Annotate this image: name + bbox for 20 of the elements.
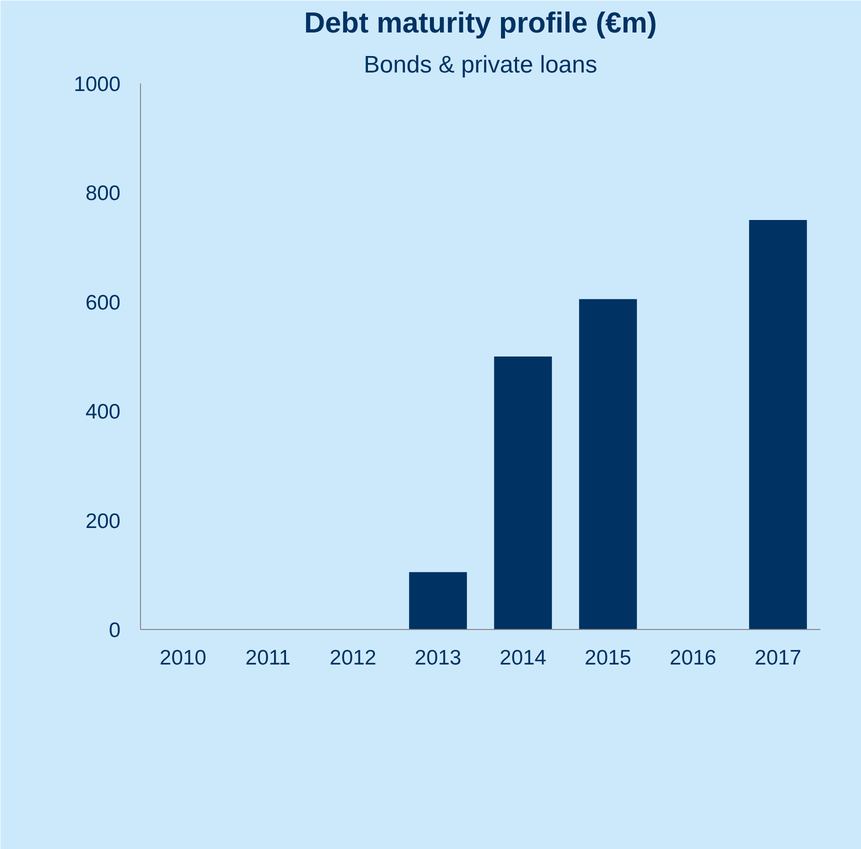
- x-tick-label: 2014: [500, 646, 547, 670]
- y-tick-label: 800: [85, 182, 121, 206]
- bar: [409, 572, 467, 630]
- y-tick-label: 1000: [74, 73, 120, 96]
- chart-subtitle: Bonds & private loans: [364, 52, 598, 78]
- chart-title: Debt maturity profile (€m): [304, 8, 657, 40]
- y-tick-label: 600: [85, 291, 121, 314]
- x-tick-label: 2017: [754, 646, 802, 670]
- x-tick-label: 2015: [584, 646, 632, 670]
- bar: [749, 220, 807, 630]
- y-tick-label: 400: [85, 400, 121, 424]
- y-tick-label: 200: [85, 510, 121, 533]
- x-tick-label: 2016: [670, 646, 716, 670]
- x-tick-label: 2010: [160, 646, 206, 670]
- x-tick-label: 2012: [330, 646, 376, 670]
- x-tick-label: 2011: [245, 646, 291, 670]
- bar: [579, 299, 637, 630]
- x-tick-label: 2013: [414, 646, 462, 670]
- bar: [494, 356, 552, 630]
- y-tick-label: 0: [108, 619, 121, 642]
